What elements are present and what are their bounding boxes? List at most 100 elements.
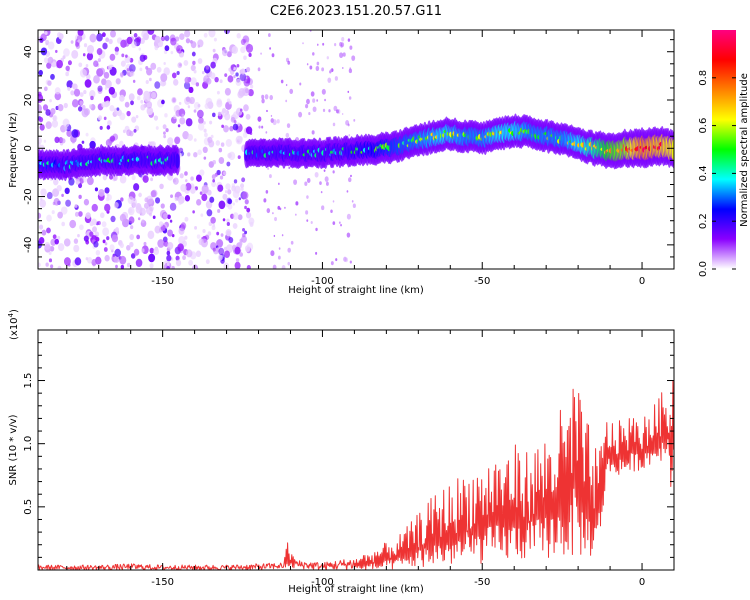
spectrogram-noise-cell — [220, 142, 225, 147]
spectrogram-noise-cell — [83, 235, 89, 242]
spectrogram-noise-cell — [125, 54, 128, 58]
spectrogram-noise-cell — [242, 232, 246, 238]
colorbar-tick-label: 0.6 — [698, 118, 709, 134]
spectrogram-noise-cell — [38, 104, 42, 113]
spectrogram-noise-cell — [120, 197, 124, 202]
spectrogram-noise-cell — [235, 72, 239, 77]
spectrogram-noise-cell — [119, 112, 126, 121]
spectrogram-noise-cell — [103, 116, 107, 121]
spectrogram-noise-cell — [73, 238, 79, 244]
spectrogram-noise-cell — [271, 53, 275, 58]
spectrogram-noise-cell — [240, 187, 244, 191]
spectrogram-noise-cell — [108, 174, 114, 180]
spectrogram-noise-cell — [79, 100, 84, 106]
spectrogram-noise-cell — [39, 37, 44, 43]
spectrogram-noise-cell — [269, 174, 272, 179]
spectrogram-noise-cell — [79, 224, 84, 231]
spectrogram-y-tick-label: -40 — [23, 237, 34, 253]
spectrogram-noise-cell — [173, 78, 179, 86]
spectrogram-noise-cell — [210, 61, 216, 69]
spectrogram-noise-cell — [95, 249, 101, 256]
spectrogram-noise-cell — [162, 81, 167, 86]
spectrogram-noise-cell — [54, 136, 60, 144]
spectrogram-noise-cell — [246, 207, 251, 213]
spectrogram-noise-cell — [212, 159, 216, 165]
spectrogram-noise-cell — [272, 264, 277, 269]
spectrogram-noise-cell — [338, 221, 341, 224]
spectrogram-noise-cell — [133, 33, 138, 38]
spectrogram-noise-cell — [52, 178, 59, 186]
spectrogram-noise-cell — [91, 203, 98, 212]
spectrogram-noise-cell — [250, 84, 254, 89]
spectrogram-noise-cell — [171, 265, 175, 269]
spectrogram-noise-cell — [204, 132, 208, 138]
spectrogram-noise-cell — [95, 256, 102, 265]
spectrogram-noise-cell — [174, 136, 181, 145]
spectrogram-noise-cell — [244, 245, 251, 252]
spectrogram-noise-cell — [285, 83, 288, 87]
spectrogram-noise-cell — [135, 114, 139, 119]
spectrogram-noise-cell — [49, 99, 52, 103]
spectrogram-noise-cell — [128, 93, 135, 101]
spectrogram-noise-cell — [278, 182, 280, 185]
spectrogram-noise-cell — [310, 91, 315, 97]
spectrogram-noise-cell — [226, 51, 232, 58]
spectrogram-noise-cell — [187, 105, 191, 109]
spectrogram-noise-cell — [216, 239, 224, 248]
spectrogram-noise-cell — [321, 67, 325, 72]
spectrogram-noise-cell — [177, 243, 184, 252]
spectrogram-noise-cell — [236, 129, 240, 133]
spectrogram-noise-cell — [222, 49, 228, 57]
spectrogram-noise-cell — [238, 197, 242, 201]
spectrogram-noise-cell — [61, 138, 66, 144]
spectrogram-noise-cell — [64, 187, 70, 195]
spectrogram-noise-cell — [214, 76, 219, 83]
spectrogram-noise-cell — [245, 43, 254, 53]
spectrogram-noise-cell — [39, 124, 45, 131]
spectrogram-noise-cell — [281, 234, 284, 237]
spectrogram-noise-cell — [86, 52, 94, 61]
spectrogram-noise-cell — [263, 198, 267, 203]
spectrogram-noise-cell — [87, 257, 93, 264]
spectrogram-noise-cell — [179, 33, 185, 41]
spectrogram-noise-cell — [141, 248, 145, 253]
spectrogram-noise-cell — [264, 94, 269, 100]
spectrogram-noise-cell — [182, 131, 189, 140]
spectrogram-noise-cell — [150, 92, 157, 99]
spectrogram-noise-cell — [221, 124, 225, 129]
snr-x-tick-label: 0 — [639, 577, 645, 588]
snr-series-line — [38, 380, 674, 570]
spectrogram-noise-cell — [233, 179, 238, 184]
spectrogram-noise-cell — [38, 212, 42, 219]
spectrogram-noise-cell — [148, 253, 156, 263]
spectrogram-noise-cell — [265, 190, 269, 194]
spectrogram-noise-cell — [171, 72, 177, 79]
spectrogram-noise-cell — [93, 60, 99, 68]
spectrogram-noise-cell — [232, 123, 239, 131]
colorbar-tick-label: 0.4 — [698, 165, 709, 181]
spectrogram-noise-cell — [94, 187, 99, 192]
spectrogram-noise-cell — [184, 235, 188, 240]
spectrogram-noise-cell — [232, 222, 238, 229]
spectrogram-noise-cell — [164, 35, 170, 42]
spectrogram-noise-cell — [227, 198, 233, 205]
spectrogram-noise-cell — [96, 33, 103, 42]
spectrogram-noise-cell — [130, 225, 134, 230]
spectrogram-noise-cell — [240, 46, 246, 54]
spectrogram-noise-cell — [165, 128, 169, 133]
spectrogram-noise-cell — [120, 60, 126, 67]
spectrogram-noise-cell — [136, 234, 141, 240]
spectrogram-noise-cell — [133, 128, 137, 133]
spectrogram-noise-cell — [46, 214, 52, 222]
spectrogram-noise-cell — [244, 199, 249, 205]
spectrogram-noise-cell — [136, 36, 142, 43]
spectrogram-noise-cell — [272, 212, 274, 215]
spectrogram-noise-cell — [324, 176, 329, 183]
spectrogram-noise-cell — [217, 254, 223, 261]
spectrogram-noise-cell — [243, 78, 251, 87]
spectrogram-noise-cell — [236, 63, 240, 68]
spectrogram-noise-cell — [119, 213, 127, 222]
spectrogram-noise-cell — [348, 68, 353, 74]
spectrogram-noise-cell — [185, 249, 193, 258]
